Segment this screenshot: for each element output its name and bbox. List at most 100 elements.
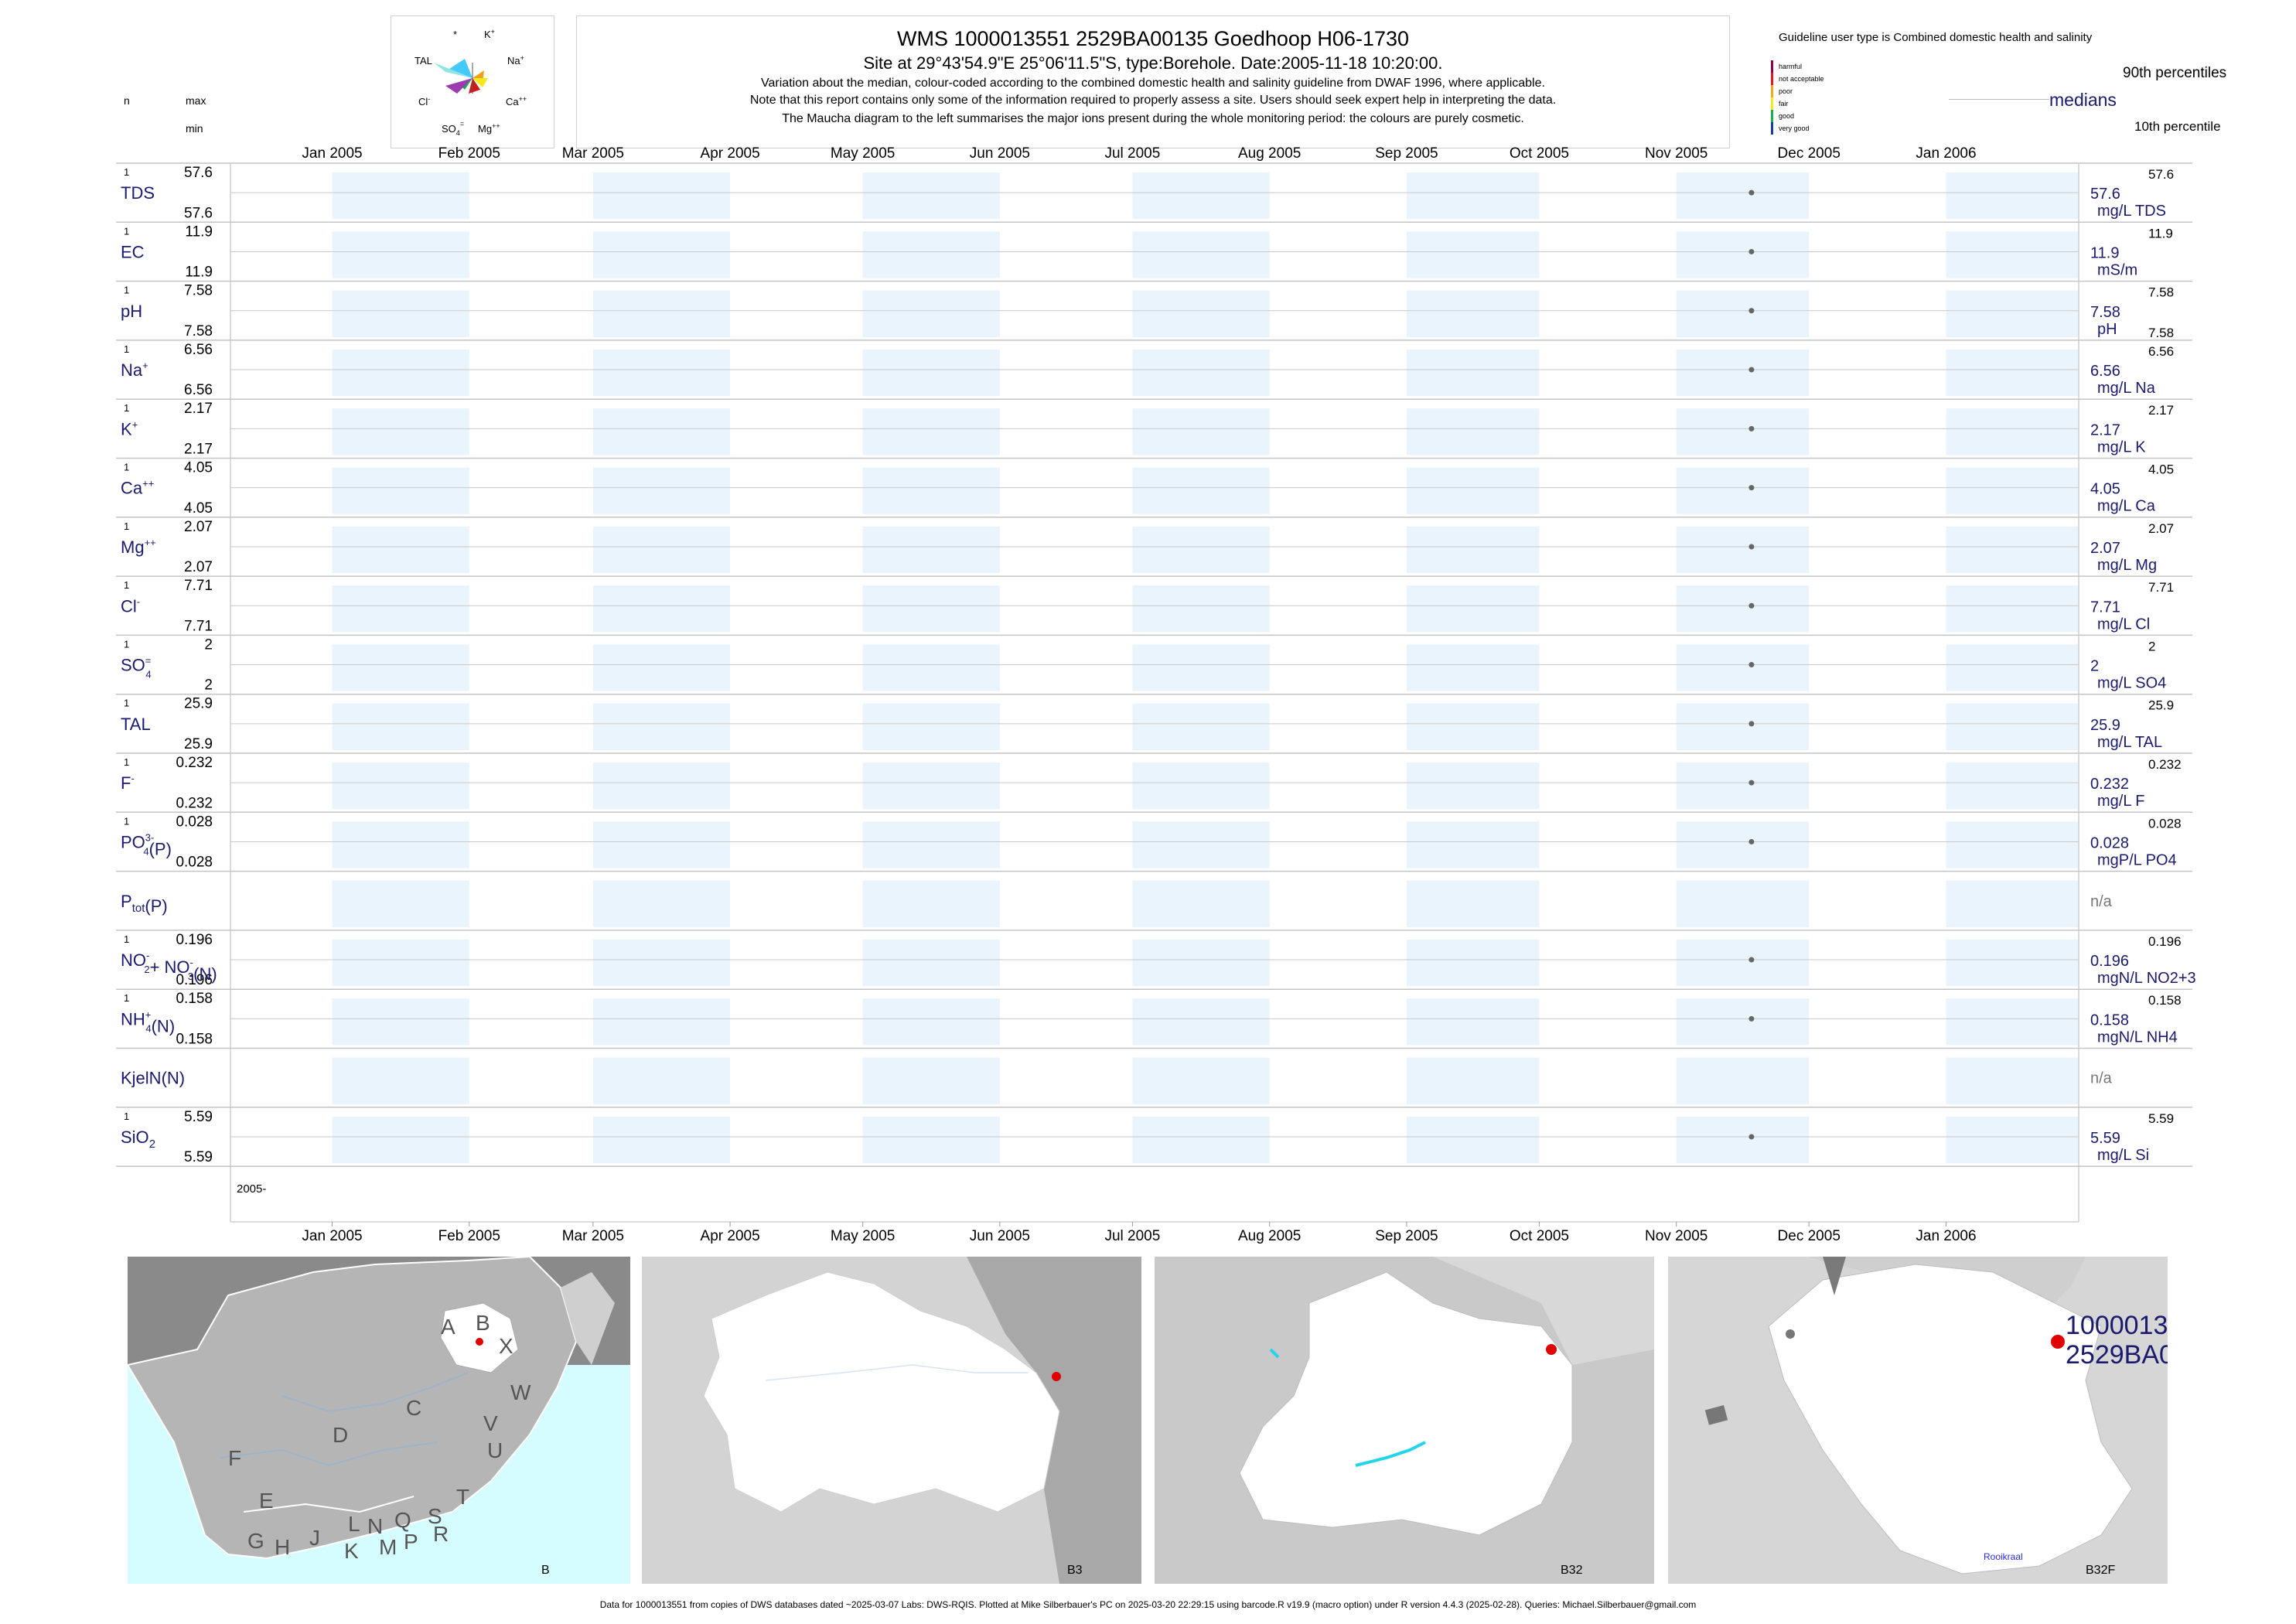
site-marker-b32f — [2051, 1335, 2065, 1349]
month-band — [862, 231, 1000, 278]
month-band — [862, 703, 1000, 750]
month-band — [1132, 880, 1270, 927]
row-n: 1 — [124, 520, 129, 532]
month-band — [332, 231, 469, 278]
month-band — [332, 467, 469, 514]
row-unit: mg/L K — [2097, 438, 2146, 455]
legend-swatch — [1771, 73, 1773, 85]
region-letter: C — [406, 1396, 421, 1420]
month-label-bottom: Apr 2005 — [701, 1228, 760, 1244]
region-letter: M — [379, 1535, 397, 1559]
row-p90: 5.59 — [2148, 1111, 2174, 1126]
month-band — [1406, 880, 1540, 927]
month-band — [332, 939, 469, 987]
month-band — [592, 408, 731, 455]
parameter-label: F- — [121, 773, 135, 793]
row-n: 1 — [124, 343, 129, 355]
maucha-label-tal: TAL — [415, 55, 432, 67]
p10-label: 10th percentile — [2134, 119, 2221, 134]
month-band — [1132, 467, 1270, 514]
maucha-label-k: K+ — [484, 28, 495, 40]
month-band — [1676, 939, 1810, 987]
row-max: 2.17 — [184, 401, 213, 417]
map-south-africa: A BX W CV UDTFES RL N Q J M PG H K B — [128, 1257, 630, 1584]
maucha-label-mg: Mg++ — [478, 122, 500, 135]
month-band — [1406, 231, 1540, 278]
parameter-label: EC — [121, 242, 145, 261]
row-unit: mgN/L NH4 — [2097, 1029, 2178, 1046]
month-band — [1132, 408, 1270, 455]
parameter-label: Cl- — [121, 595, 140, 616]
month-band — [1406, 290, 1540, 337]
month-band — [332, 290, 469, 337]
row-n: 1 — [124, 756, 129, 768]
legend-class-label: good — [1779, 112, 1794, 120]
month-band — [862, 939, 1000, 987]
row-n: 1 — [124, 698, 129, 709]
row-n: 1 — [124, 933, 129, 945]
row-median: 7.71 — [2090, 599, 2120, 616]
region-letter: Q — [394, 1508, 411, 1532]
month-band — [1406, 1116, 1540, 1164]
map-b32: B32 — [1155, 1257, 1654, 1584]
row-min: 0.196 — [176, 972, 213, 988]
sample-point — [1748, 1134, 1755, 1140]
row-median: 2 — [2090, 658, 2099, 675]
month-label-top: Jan 2006 — [1916, 145, 1976, 162]
row-p90: 7.71 — [2148, 580, 2174, 595]
sample-point — [1748, 662, 1755, 668]
month-band — [592, 172, 731, 220]
row-unit: mS/m — [2097, 261, 2137, 278]
guideline-text: Guideline user type is Combined domestic… — [1779, 31, 2093, 44]
row-p90: 7.58 — [2148, 285, 2174, 300]
legend-swatch — [1771, 60, 1773, 73]
row-max: 25.9 — [184, 696, 213, 712]
parameter-label: SO= 4 — [121, 655, 152, 681]
month-band — [1946, 349, 2079, 397]
month-band — [1676, 703, 1810, 750]
month-band — [862, 349, 1000, 397]
month-band — [332, 408, 469, 455]
month-label-top: May 2005 — [831, 145, 895, 162]
row-n: 1 — [124, 579, 129, 591]
map-b32f-caption: B32F — [2086, 1564, 2115, 1577]
row-max: 2.07 — [184, 519, 213, 535]
month-band — [862, 1057, 1000, 1104]
row-max: 0.158 — [176, 991, 213, 1007]
month-band — [1406, 467, 1540, 514]
row-median: 7.58 — [2090, 304, 2120, 321]
chart-svg: Jan 2005 Jan 2005 Feb 2005 Feb 2005 Mar 2005… — [116, 145, 2196, 1244]
month-band — [1676, 231, 1810, 278]
month-label-top: Jan 2005 — [302, 145, 362, 162]
region-letter: N — [367, 1514, 383, 1538]
parameter-label: Ptot(P) — [121, 892, 168, 916]
month-band — [592, 644, 731, 691]
month-band — [1406, 172, 1540, 220]
min-header: min — [186, 122, 203, 135]
row-max: 5.59 — [184, 1109, 213, 1125]
row-median: 4.05 — [2090, 481, 2120, 498]
month-label-top: Nov 2005 — [1645, 145, 1708, 162]
month-band — [1132, 1116, 1270, 1164]
row-unit: mgP/L PO4 — [2097, 851, 2177, 868]
row-min: 7.58 — [184, 323, 213, 339]
month-band — [592, 349, 731, 397]
row-n: 1 — [124, 815, 129, 827]
row-unit: mg/L Si — [2097, 1147, 2149, 1164]
place-label-rooikraal: Rooikraal — [1984, 1551, 2023, 1562]
row-p90: 2.17 — [2148, 403, 2174, 418]
month-band — [862, 585, 1000, 633]
sample-point — [1748, 189, 1755, 196]
month-band — [1676, 408, 1810, 455]
month-band — [1676, 1116, 1810, 1164]
sample-point — [1748, 367, 1755, 373]
row-unit: mg/L SO4 — [2097, 675, 2166, 692]
row-p90: 2.07 — [2148, 521, 2174, 536]
month-band — [592, 821, 731, 868]
row-min: 2.07 — [184, 559, 213, 575]
map-b32f: 10000135 2529BA0 Rooikraal B32F — [1668, 1257, 2168, 1584]
row-min: 25.9 — [184, 736, 213, 752]
sample-point — [1748, 1015, 1755, 1022]
month-band — [1406, 585, 1540, 633]
sample-point — [1748, 721, 1755, 727]
